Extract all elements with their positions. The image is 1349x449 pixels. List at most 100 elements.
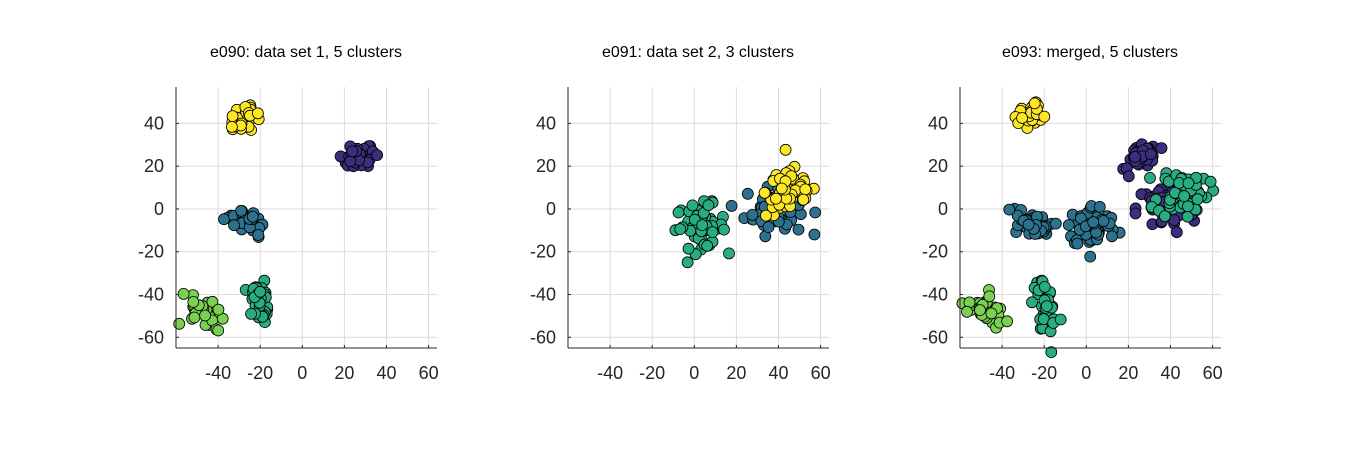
x-tick-label: 20 bbox=[726, 363, 746, 383]
y-tick-label: -60 bbox=[138, 327, 164, 347]
data-point bbox=[702, 199, 715, 212]
data-point bbox=[1178, 190, 1190, 203]
data-point bbox=[1097, 215, 1110, 227]
data-point bbox=[1084, 250, 1097, 263]
x-tick-label: -40 bbox=[205, 363, 231, 383]
y-tick-label: 0 bbox=[546, 199, 556, 219]
data-point bbox=[760, 209, 772, 222]
plot-panel-1: 40 20 0 -20 -40 -60 -40 -20 0 20 40 60 bbox=[138, 87, 439, 383]
data-point bbox=[1026, 296, 1038, 309]
data-point bbox=[1159, 210, 1171, 223]
data-point bbox=[983, 290, 996, 303]
data-point bbox=[1087, 216, 1100, 229]
y-tick-label: 40 bbox=[536, 113, 556, 133]
data-point bbox=[1003, 203, 1016, 216]
x-tick-label: 40 bbox=[768, 363, 788, 383]
data-point bbox=[1155, 142, 1168, 155]
data-point bbox=[1170, 226, 1183, 239]
x-tick-label: 40 bbox=[1160, 363, 1180, 383]
data-point bbox=[1071, 237, 1084, 250]
data-point bbox=[792, 223, 805, 236]
data-point bbox=[1144, 148, 1157, 161]
chart-title-3: e093: merged, 5 clusters bbox=[1001, 44, 1179, 61]
data-point bbox=[674, 223, 687, 236]
y-tick-label: -20 bbox=[530, 242, 556, 262]
y-tick-label: -40 bbox=[530, 285, 556, 305]
data-point bbox=[251, 107, 264, 120]
data-point bbox=[218, 213, 230, 226]
data-point bbox=[254, 285, 267, 298]
y-tick-label: -20 bbox=[138, 242, 164, 262]
data-point bbox=[245, 307, 258, 320]
x-tick-label: 0 bbox=[689, 363, 699, 383]
x-tick-label: 20 bbox=[1118, 363, 1138, 383]
data-point bbox=[173, 317, 186, 330]
plot-panel-3: 40 20 0 -20 -40 -60 -40 -20 0 20 40 60 bbox=[922, 87, 1223, 383]
data-point bbox=[371, 149, 384, 162]
y-tick-label: 20 bbox=[928, 156, 948, 176]
data-point bbox=[1191, 193, 1204, 206]
data-point bbox=[177, 287, 190, 300]
data-point bbox=[1054, 313, 1067, 326]
data-point bbox=[1129, 207, 1142, 220]
x-tick-label: -20 bbox=[247, 363, 273, 383]
y-tick-label: 20 bbox=[536, 156, 556, 176]
y-tick-label: 40 bbox=[928, 113, 948, 133]
data-point bbox=[985, 307, 998, 320]
x-tick-label: 60 bbox=[419, 363, 439, 383]
data-point bbox=[725, 199, 738, 212]
data-point bbox=[961, 305, 973, 318]
y-tick-label: -20 bbox=[922, 242, 948, 262]
y-tick-label: 0 bbox=[154, 199, 164, 219]
data-point bbox=[672, 206, 685, 219]
data-point bbox=[797, 193, 810, 206]
data-point bbox=[1122, 170, 1135, 183]
data-point bbox=[696, 219, 709, 232]
data-point bbox=[344, 155, 357, 168]
x-tick-label: -40 bbox=[597, 363, 623, 383]
data-point bbox=[723, 247, 735, 260]
data-point bbox=[762, 221, 775, 234]
data-point bbox=[775, 182, 788, 195]
x-tick-label: 0 bbox=[1081, 363, 1091, 383]
data-point bbox=[808, 228, 821, 241]
data-point bbox=[974, 304, 986, 317]
y-tick-label: -60 bbox=[530, 327, 556, 347]
plot-panel-2: 40 20 0 -20 -40 -60 -40 -20 0 20 40 60 bbox=[530, 87, 831, 383]
x-tick-label: -20 bbox=[1031, 363, 1057, 383]
x-tick-label: 60 bbox=[811, 363, 831, 383]
data-point bbox=[228, 219, 240, 232]
data-point bbox=[1129, 151, 1141, 163]
data-point bbox=[1038, 280, 1051, 293]
data-point bbox=[1038, 110, 1051, 123]
data-point bbox=[188, 311, 201, 324]
data-point bbox=[226, 110, 239, 122]
data-point bbox=[1028, 97, 1041, 110]
data-point bbox=[701, 239, 714, 252]
data-point bbox=[187, 296, 200, 308]
data-point bbox=[212, 324, 225, 337]
data-point bbox=[206, 295, 219, 308]
data-point bbox=[770, 192, 782, 205]
data-point bbox=[758, 186, 771, 199]
data-point bbox=[235, 204, 248, 217]
x-tick-label: 60 bbox=[1203, 363, 1223, 383]
data-point bbox=[1022, 218, 1035, 231]
x-tick-label: 20 bbox=[334, 363, 354, 383]
data-point bbox=[1204, 175, 1217, 188]
y-tick-label: 20 bbox=[144, 156, 164, 176]
data-point bbox=[681, 256, 694, 269]
y-tick-label: 0 bbox=[938, 199, 948, 219]
data-point bbox=[1045, 346, 1058, 359]
data-point bbox=[346, 145, 359, 158]
chart-title-2: e091: data set 2, 3 clusters bbox=[601, 44, 795, 61]
x-tick-label: 40 bbox=[376, 363, 396, 383]
data-point bbox=[252, 229, 265, 241]
data-point bbox=[1040, 300, 1053, 313]
data-point bbox=[741, 187, 754, 200]
data-point bbox=[225, 121, 238, 133]
y-tick-label: -40 bbox=[922, 285, 948, 305]
data-point bbox=[706, 226, 719, 239]
